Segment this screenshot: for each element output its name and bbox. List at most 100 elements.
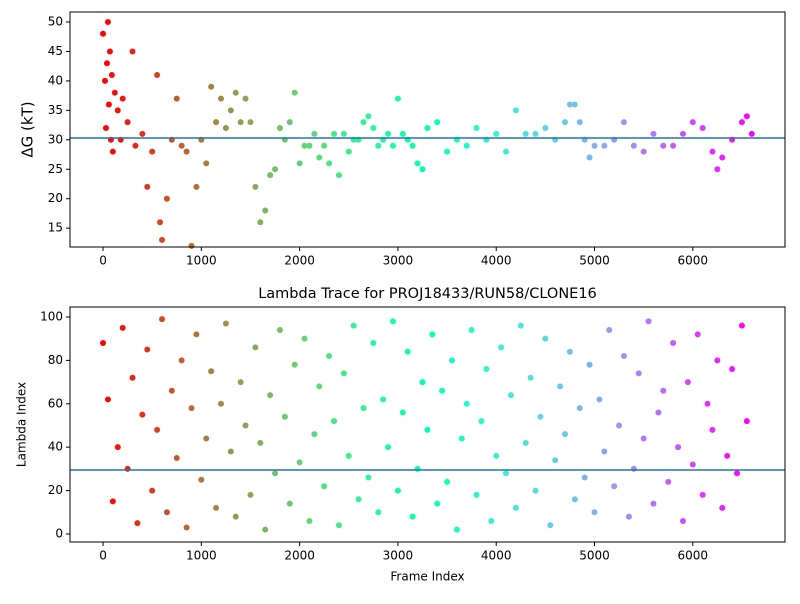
y-tick-label: 25: [48, 162, 63, 176]
point: [100, 340, 107, 347]
point: [291, 361, 298, 368]
point: [473, 491, 480, 498]
point: [522, 130, 529, 137]
point: [679, 130, 686, 137]
point: [738, 322, 745, 329]
point: [380, 396, 387, 403]
point: [227, 448, 234, 455]
x-tick-label: 2000: [284, 254, 315, 268]
point: [542, 335, 549, 342]
point: [483, 366, 490, 373]
point: [635, 370, 642, 377]
point: [124, 119, 131, 126]
point: [463, 400, 470, 407]
point: [458, 435, 465, 442]
point: [355, 496, 362, 503]
point: [340, 370, 347, 377]
point: [419, 379, 426, 386]
point: [734, 470, 741, 477]
point: [272, 166, 279, 173]
point: [301, 142, 308, 149]
point: [532, 130, 539, 137]
point: [252, 183, 259, 190]
x-axis-label: Frame Index: [390, 570, 464, 584]
point: [100, 30, 107, 37]
y-axis-label: ΔG (kT): [19, 101, 37, 157]
y-tick-label: 100: [40, 309, 63, 323]
point: [424, 125, 431, 132]
point: [399, 130, 406, 137]
point: [111, 89, 118, 96]
point: [719, 504, 726, 511]
point: [188, 242, 195, 249]
point: [679, 517, 686, 524]
point: [237, 379, 244, 386]
point: [576, 405, 583, 412]
y-tick-label: 50: [48, 15, 63, 29]
y-tick-label: 0: [55, 526, 63, 540]
point: [109, 148, 116, 155]
point: [257, 219, 264, 226]
point: [409, 142, 416, 149]
point: [527, 374, 534, 381]
point: [512, 504, 519, 511]
point: [439, 387, 446, 394]
point: [198, 476, 205, 483]
point: [522, 439, 529, 446]
point: [149, 487, 156, 494]
point: [345, 148, 352, 155]
point: [699, 125, 706, 132]
point: [301, 335, 308, 342]
point: [586, 154, 593, 161]
x-tick-label: 1000: [186, 254, 217, 268]
point: [468, 327, 475, 334]
point: [448, 357, 455, 364]
x-tick-label: 1000: [186, 549, 217, 563]
point: [370, 340, 377, 347]
y-tick-label: 80: [48, 353, 63, 367]
point: [444, 478, 451, 485]
point: [105, 101, 112, 108]
point: [296, 459, 303, 466]
point: [611, 483, 618, 490]
point: [101, 77, 108, 84]
point: [237, 119, 244, 126]
point: [104, 396, 111, 403]
point: [232, 89, 239, 96]
point: [503, 470, 510, 477]
point: [276, 125, 283, 132]
point: [571, 496, 578, 503]
point: [365, 113, 372, 120]
point: [542, 125, 549, 132]
x-tick-label: 5000: [579, 549, 610, 563]
point: [370, 125, 377, 132]
point: [719, 154, 726, 161]
point: [507, 392, 514, 399]
x-tick-label: 2000: [284, 549, 315, 563]
point: [714, 166, 721, 173]
y-tick-label: 40: [48, 73, 63, 87]
point: [213, 119, 220, 126]
point: [724, 452, 731, 459]
point: [139, 411, 146, 418]
x-tick-label: 3000: [383, 549, 414, 563]
point: [262, 526, 269, 533]
y-tick-label: 15: [48, 221, 63, 235]
point: [267, 172, 274, 179]
point: [119, 324, 126, 331]
point: [419, 166, 426, 173]
point: [257, 439, 264, 446]
point: [709, 426, 716, 433]
point: [193, 183, 200, 190]
point: [114, 107, 121, 114]
point: [321, 483, 328, 490]
x-tick-label: 0: [99, 254, 107, 268]
point: [168, 387, 175, 394]
point: [385, 130, 392, 137]
point: [139, 130, 146, 137]
point: [232, 513, 239, 520]
point: [537, 413, 544, 420]
point: [217, 400, 224, 407]
point: [360, 119, 367, 126]
point: [606, 327, 613, 334]
